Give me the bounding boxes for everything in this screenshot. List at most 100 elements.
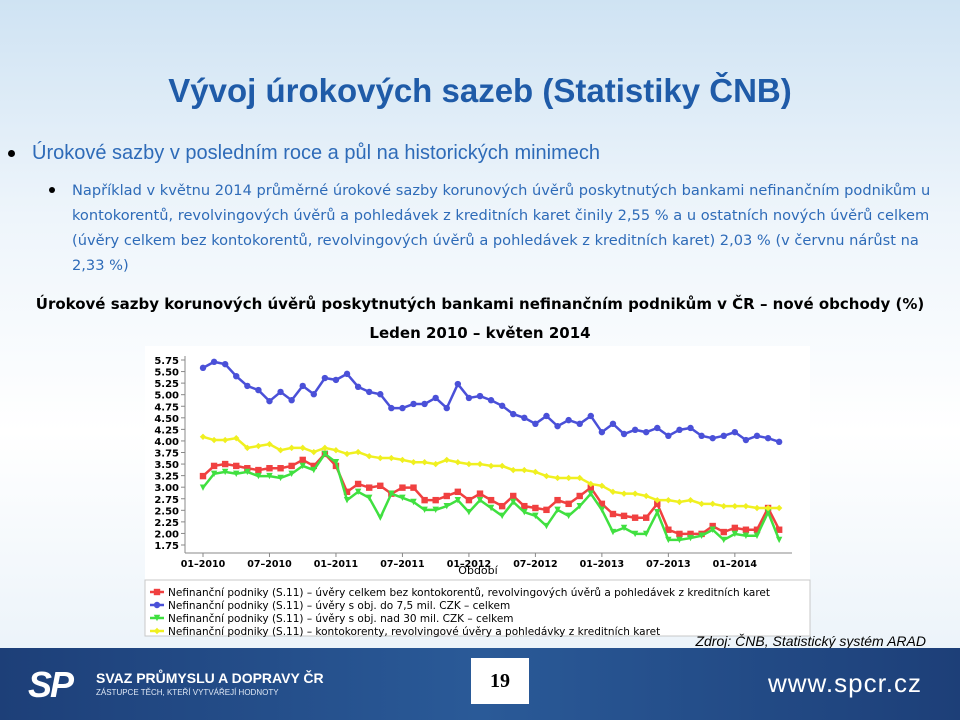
y-tick-label: 1.75 xyxy=(154,541,179,552)
data-point xyxy=(221,460,229,468)
y-tick-label: 2.25 xyxy=(154,518,179,529)
data-point xyxy=(299,444,306,452)
data-point xyxy=(377,454,384,462)
data-point xyxy=(709,434,716,442)
data-point xyxy=(587,480,594,488)
data-point xyxy=(432,496,439,504)
data-point xyxy=(421,459,428,466)
data-point xyxy=(199,472,207,480)
data-point xyxy=(554,506,561,514)
y-tick-label: 4.25 xyxy=(154,425,179,436)
data-point xyxy=(210,436,218,444)
y-tick-label: 5.25 xyxy=(154,379,179,390)
bullet: Úrokové sazby v posledním roce a půl na … xyxy=(32,142,601,164)
data-point xyxy=(720,502,727,510)
y-tick-label: 3.50 xyxy=(154,460,179,471)
data-point xyxy=(643,492,650,500)
data-point xyxy=(620,524,628,532)
data-point xyxy=(377,391,384,398)
data-point xyxy=(631,490,639,497)
data-point xyxy=(310,391,317,398)
data-point xyxy=(366,388,373,396)
data-point xyxy=(221,468,229,476)
data-point xyxy=(565,474,572,482)
data-point xyxy=(288,462,295,470)
data-point xyxy=(521,502,528,510)
logo: SP xyxy=(28,664,74,705)
data-point xyxy=(676,536,683,544)
data-point xyxy=(233,434,240,442)
slide-title: Vývoj úrokových sazeb (Statistiky ČNB) xyxy=(168,72,792,109)
data-point xyxy=(277,446,284,454)
data-point xyxy=(210,358,218,366)
data-point xyxy=(665,526,672,533)
data-point xyxy=(454,459,462,466)
data-point xyxy=(399,404,406,412)
data-point xyxy=(266,440,273,448)
y-tick-label: 5.75 xyxy=(154,356,179,367)
data-point xyxy=(643,530,650,538)
data-point xyxy=(687,424,694,432)
data-point xyxy=(244,382,251,390)
legend-marker xyxy=(153,601,161,609)
data-point xyxy=(775,526,783,533)
data-point xyxy=(587,484,594,491)
data-point xyxy=(221,436,229,444)
legend-marker xyxy=(153,627,161,635)
data-point xyxy=(410,484,417,491)
data-point xyxy=(620,490,628,497)
y-tick-label: 4.75 xyxy=(154,402,179,413)
data-point xyxy=(676,426,683,434)
data-point xyxy=(266,465,273,472)
data-point xyxy=(631,514,639,521)
data-point xyxy=(465,394,473,402)
x-tick-label: 01–2010 xyxy=(181,559,226,570)
data-point xyxy=(487,397,495,404)
data-point xyxy=(366,494,373,502)
data-point xyxy=(498,462,506,470)
data-point xyxy=(255,466,262,474)
data-point xyxy=(443,492,450,500)
data-point xyxy=(775,504,783,512)
data-point xyxy=(543,472,550,480)
x-tick-label: 07–2012 xyxy=(513,559,557,570)
data-point xyxy=(565,416,572,424)
data-point xyxy=(532,468,539,476)
y-tick-label: 5.00 xyxy=(154,391,179,402)
data-point xyxy=(244,465,251,472)
data-point xyxy=(343,488,351,496)
data-point xyxy=(288,444,295,452)
data-point xyxy=(388,490,395,497)
data-point xyxy=(498,402,506,409)
data-point xyxy=(576,420,583,428)
data-point xyxy=(687,530,694,538)
x-tick-label: 07–2010 xyxy=(247,559,292,570)
url: www.spcr.cz xyxy=(768,668,923,698)
data-point xyxy=(343,450,351,458)
data-point xyxy=(510,466,517,474)
data-point xyxy=(310,448,317,456)
chart-subtitle: Leden 2010 – květen 2014 xyxy=(369,324,591,342)
data-point xyxy=(609,420,617,428)
data-point xyxy=(410,498,417,506)
data-point xyxy=(221,360,229,368)
data-point xyxy=(609,510,617,518)
data-point xyxy=(742,436,750,444)
data-point xyxy=(532,512,539,520)
data-point xyxy=(199,364,207,372)
sub-bullet: Například v květnu 2014 průměrné úrokové… xyxy=(72,182,931,274)
bullet-dot xyxy=(49,187,55,193)
data-point xyxy=(476,496,484,504)
data-point xyxy=(665,496,672,504)
data-point xyxy=(454,380,462,388)
data-point xyxy=(521,466,528,474)
legend-marker xyxy=(153,614,161,622)
data-point xyxy=(687,496,694,504)
data-point xyxy=(233,372,240,380)
data-point xyxy=(377,482,384,489)
data-point xyxy=(366,484,373,491)
data-point xyxy=(676,530,683,538)
data-point xyxy=(233,470,240,477)
data-point xyxy=(753,432,761,440)
